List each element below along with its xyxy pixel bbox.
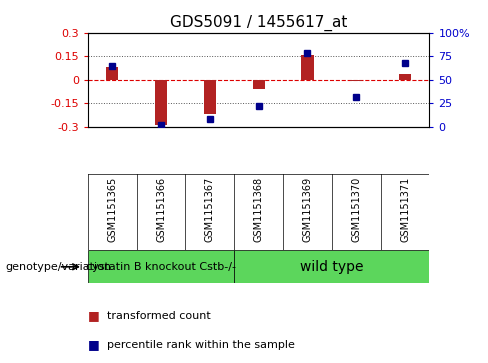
Text: percentile rank within the sample: percentile rank within the sample	[107, 340, 295, 350]
Title: GDS5091 / 1455617_at: GDS5091 / 1455617_at	[170, 15, 347, 31]
Bar	[253, 80, 264, 89]
Bar	[88, 250, 234, 283]
Bar	[234, 250, 429, 283]
Text: GSM1151371: GSM1151371	[400, 176, 410, 242]
Text: GSM1151365: GSM1151365	[107, 176, 117, 242]
Text: ■: ■	[88, 338, 100, 351]
Text: GSM1151370: GSM1151370	[351, 176, 361, 242]
Text: cystatin B knockout Cstb-/-: cystatin B knockout Cstb-/-	[86, 262, 236, 272]
Text: GSM1151368: GSM1151368	[254, 176, 264, 242]
Bar	[155, 80, 167, 125]
Text: ■: ■	[88, 309, 100, 322]
Text: wild type: wild type	[300, 260, 364, 274]
Bar	[106, 67, 119, 80]
Bar	[399, 74, 411, 80]
Bar	[350, 80, 362, 81]
Text: transformed count: transformed count	[107, 311, 211, 321]
Bar	[203, 80, 216, 114]
Text: GSM1151369: GSM1151369	[303, 176, 312, 242]
Text: GSM1151367: GSM1151367	[205, 176, 215, 242]
Text: genotype/variation: genotype/variation	[5, 262, 111, 272]
Bar	[301, 55, 313, 80]
Text: GSM1151366: GSM1151366	[156, 176, 166, 242]
